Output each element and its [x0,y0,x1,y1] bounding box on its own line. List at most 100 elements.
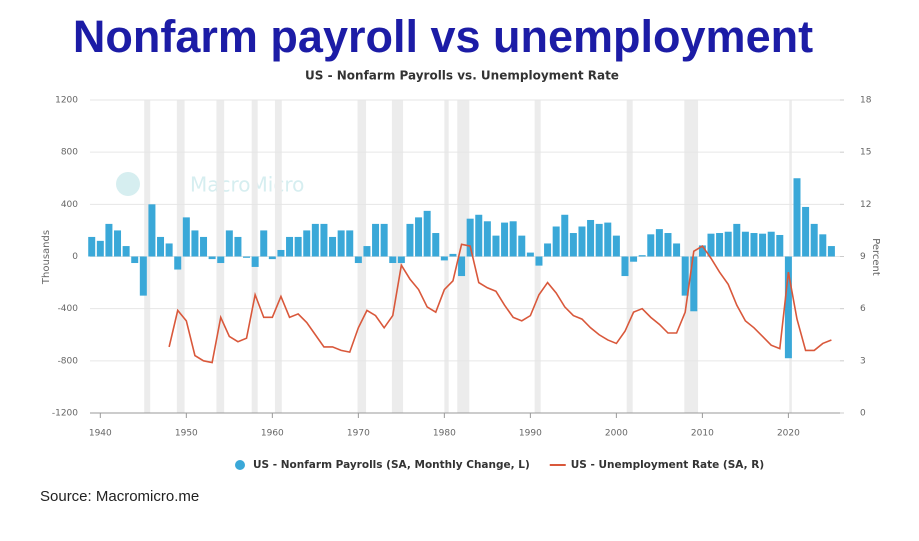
y2-tick-label: 18 [860,96,872,106]
bar [354,256,362,264]
bar [217,256,225,264]
legend-label: US - Unemployment Rate (SA, R) [571,459,764,471]
watermark: MacroMicro [190,173,304,197]
bar [191,230,199,257]
bar [509,221,517,257]
bar [165,243,173,257]
bar [286,236,294,257]
bar [647,234,655,257]
bar [329,236,337,257]
bar [750,233,758,257]
legend-swatch [235,460,245,470]
bar [174,256,182,270]
bar [131,256,139,264]
bar [741,231,749,257]
line [168,243,832,364]
bar [346,230,354,257]
bar [268,256,276,260]
y2-tick-label: 6 [860,304,866,314]
bar [415,217,423,257]
bar [389,256,397,264]
bar [569,233,577,257]
bar [767,231,775,257]
bar [466,218,474,257]
bar [535,256,543,266]
x-tick-label: 1980 [433,429,456,439]
bar [225,230,233,257]
bar [148,204,156,257]
bar [690,256,698,312]
bar [793,178,801,257]
bar [234,236,242,257]
legend-label: US - Nonfarm Payrolls (SA, Monthly Chang… [253,459,530,471]
bar [759,233,767,257]
bar [561,214,569,257]
bar [802,206,810,257]
bar [397,256,405,264]
bar [681,256,689,296]
x-tick-label: 1950 [175,429,198,439]
bar [552,226,560,257]
bar [612,235,620,257]
bar [243,256,251,258]
bar [621,256,629,277]
y-tick-label: 0 [72,252,78,262]
bar [432,233,440,257]
y-tick-label: 800 [61,148,78,158]
bar [716,233,724,257]
bar [208,256,216,260]
bar [363,246,371,257]
bar [587,219,595,257]
bar [105,223,113,257]
bar [157,236,165,257]
bar [707,233,715,257]
bar [311,223,319,257]
bar [449,253,457,257]
bar [819,234,827,257]
bar [475,214,483,257]
page-title: Nonfarm payroll vs unemployment [73,11,813,62]
bar [139,256,147,296]
x-tick-label: 2020 [777,429,800,439]
bar [277,249,285,257]
bar [638,255,646,257]
y2-tick-label: 3 [860,356,866,366]
bar [406,223,414,257]
y2-tick-label: 15 [860,148,871,158]
y-tick-label: -400 [58,304,79,314]
x-tick-label: 1990 [519,429,542,439]
x-tick-label: 2010 [691,429,714,439]
bar [595,223,603,257]
bar [294,236,302,257]
x-tick-label: 1960 [261,429,284,439]
bar [784,256,792,359]
bar [114,230,122,257]
bar [251,256,259,267]
bar [182,217,190,257]
bar [492,235,500,257]
bar [724,231,732,257]
bar [88,236,96,257]
bar [200,236,208,257]
bar [604,222,612,257]
bar [260,230,268,257]
bar [458,256,466,277]
x-tick-label: 2000 [605,429,628,439]
x-tick-label: 1940 [89,429,112,439]
bar [664,233,672,257]
bar [303,230,311,257]
bar [423,210,431,257]
bar [501,222,509,257]
bar [96,240,104,257]
x-tick-label: 1970 [347,429,370,439]
y-tick-label: 1200 [55,96,78,106]
bar [544,243,552,257]
watermark-logo [116,172,140,196]
bar [122,246,130,257]
bar [320,223,328,257]
bar [827,246,835,257]
y-tick-label: -1200 [52,409,78,419]
chart-title: US - Nonfarm Payrolls vs. Unemployment R… [305,69,619,83]
bar [337,230,345,257]
